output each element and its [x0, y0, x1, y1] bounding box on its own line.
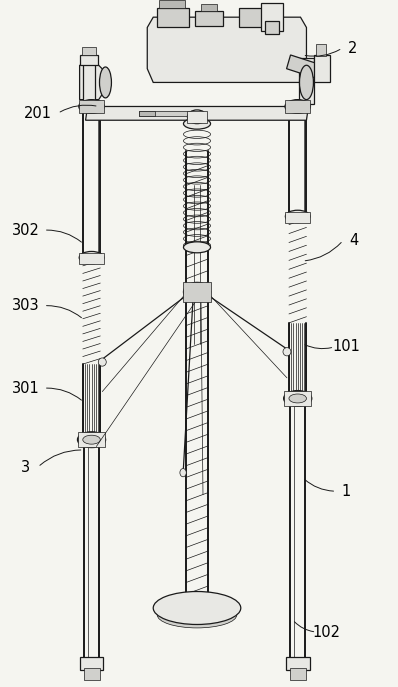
Ellipse shape [285, 210, 310, 223]
Bar [84, 668, 100, 680]
Text: 302: 302 [12, 223, 40, 238]
Polygon shape [84, 101, 100, 113]
Text: 201: 201 [24, 106, 52, 121]
Bar [284, 391, 311, 406]
Bar [195, 11, 223, 26]
Ellipse shape [285, 100, 310, 113]
Bar [187, 111, 207, 123]
Ellipse shape [284, 391, 311, 406]
Polygon shape [80, 65, 105, 100]
Text: 1: 1 [341, 484, 351, 499]
Bar [159, 0, 185, 8]
Ellipse shape [153, 592, 241, 624]
Text: 2: 2 [347, 41, 357, 56]
Bar [157, 8, 189, 27]
Polygon shape [147, 17, 306, 82]
Ellipse shape [157, 602, 237, 628]
Text: 303: 303 [12, 298, 40, 313]
Text: 102: 102 [312, 624, 340, 640]
Ellipse shape [79, 100, 104, 113]
Polygon shape [287, 55, 322, 79]
Ellipse shape [289, 394, 306, 403]
Bar [286, 657, 310, 670]
Bar [261, 3, 283, 31]
Bar [285, 100, 310, 113]
Ellipse shape [183, 242, 211, 253]
Bar [80, 55, 98, 65]
Ellipse shape [98, 358, 106, 366]
Bar [316, 44, 326, 56]
Ellipse shape [78, 432, 105, 447]
Bar [265, 21, 279, 34]
Bar [139, 111, 155, 116]
Bar [79, 253, 104, 264]
Text: 101: 101 [332, 339, 360, 354]
Ellipse shape [187, 110, 207, 124]
Bar [183, 282, 211, 302]
Ellipse shape [283, 348, 291, 356]
Bar [285, 212, 310, 223]
Bar [290, 668, 306, 680]
Text: 4: 4 [349, 233, 359, 248]
Bar [79, 100, 104, 113]
Ellipse shape [300, 65, 313, 100]
Text: 301: 301 [12, 381, 40, 396]
Ellipse shape [83, 436, 100, 444]
Ellipse shape [180, 469, 186, 477]
Bar [239, 8, 265, 27]
Bar [314, 55, 330, 82]
Bar [139, 111, 195, 116]
Bar [299, 58, 314, 104]
Bar [82, 47, 96, 55]
Bar [78, 432, 105, 447]
Bar [201, 4, 217, 11]
Ellipse shape [183, 118, 211, 129]
Polygon shape [86, 106, 308, 120]
Ellipse shape [100, 67, 111, 98]
Ellipse shape [183, 282, 211, 302]
Text: 3: 3 [21, 460, 30, 475]
Bar [83, 62, 95, 106]
Bar [80, 657, 103, 670]
Ellipse shape [79, 251, 104, 264]
